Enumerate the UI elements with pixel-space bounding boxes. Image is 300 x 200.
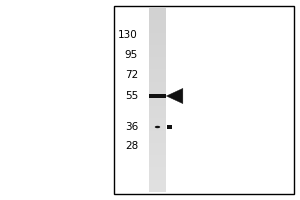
- Text: 95: 95: [125, 50, 138, 60]
- Bar: [149, 106, 166, 112]
- Bar: [149, 57, 166, 63]
- Bar: [149, 75, 166, 82]
- Bar: [149, 93, 166, 100]
- Bar: [149, 20, 166, 26]
- Bar: [149, 155, 166, 161]
- Bar: [149, 8, 166, 14]
- Bar: [149, 161, 166, 167]
- Bar: [149, 179, 166, 186]
- Bar: [167, 125, 172, 129]
- Bar: [149, 38, 166, 45]
- Bar: [114, 6, 294, 194]
- Bar: [149, 112, 166, 118]
- Bar: [149, 51, 166, 57]
- Bar: [149, 14, 166, 20]
- Bar: [149, 32, 166, 39]
- Bar: [149, 149, 166, 155]
- Bar: [149, 136, 166, 143]
- Bar: [149, 63, 166, 69]
- Bar: [149, 44, 166, 51]
- Bar: [149, 173, 166, 180]
- Bar: [149, 26, 166, 33]
- Bar: [149, 185, 166, 192]
- Bar: [149, 100, 166, 106]
- Ellipse shape: [155, 126, 160, 128]
- Text: 130: 130: [118, 30, 138, 40]
- Bar: [149, 124, 166, 131]
- Text: 55: 55: [125, 91, 138, 101]
- Text: 36: 36: [125, 122, 138, 132]
- Bar: [149, 94, 166, 98]
- Bar: [149, 81, 166, 88]
- Text: 72: 72: [125, 70, 138, 80]
- Bar: [149, 130, 166, 137]
- Text: 28: 28: [125, 141, 138, 151]
- Bar: [149, 167, 166, 174]
- Bar: [149, 87, 166, 94]
- Bar: [149, 69, 166, 75]
- Bar: [149, 118, 166, 125]
- Bar: [149, 143, 166, 149]
- Polygon shape: [166, 88, 183, 104]
